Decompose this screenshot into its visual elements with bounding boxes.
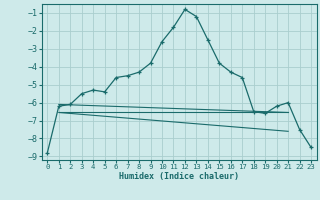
X-axis label: Humidex (Indice chaleur): Humidex (Indice chaleur)	[119, 172, 239, 181]
